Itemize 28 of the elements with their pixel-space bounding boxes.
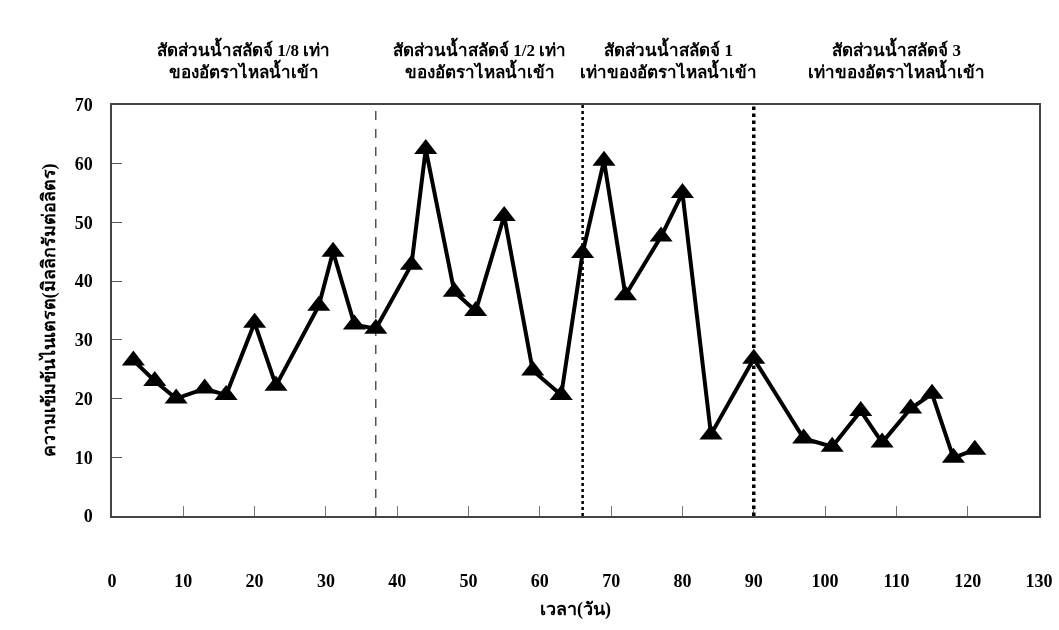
- x-tick-label: 10: [174, 571, 193, 592]
- x-tick-label: 0: [107, 571, 117, 592]
- text: สัดส่วนน้ำสลัดจ์ 3 เท่าของอัตราไหลน้ำเข้า: [808, 37, 985, 83]
- text: สัดส่วนน้ำสลัดจ์ 1/2 เท่า ของอัตราไหลน้ำเข้า: [393, 37, 567, 83]
- x-tick-label: 80: [673, 571, 692, 592]
- y-tick-label: 20: [74, 388, 93, 409]
- x-tick-label: 70: [602, 571, 621, 592]
- x-tick-label: 50: [459, 571, 478, 592]
- y-tick-label: 60: [74, 154, 93, 175]
- x-axis-title: เวลา(วัน): [540, 598, 611, 620]
- x-tick-label: 30: [316, 571, 335, 592]
- x-tick-label: 20: [245, 571, 264, 592]
- x-tick-label: 110: [883, 571, 910, 592]
- y-tick-label: 30: [74, 330, 93, 351]
- text: สัดส่วนน้ำสลัดจ์ 1 เท่าของอัตราไหลน้ำเข้า: [580, 37, 757, 83]
- y-axis-title: ความเข้มข้นไนเตรต(มิลลิกรัมต่อลิตร): [38, 163, 61, 458]
- x-tick-label: 130: [1025, 571, 1053, 592]
- y-tick-label: 10: [74, 447, 93, 468]
- x-tick-label: 40: [388, 571, 407, 592]
- x-tick-label: 120: [954, 571, 982, 592]
- y-tick-label: 40: [74, 271, 93, 292]
- x-tick-label: 60: [530, 571, 549, 592]
- text: สัดส่วนน้ำสลัดจ์ 1/8 เท่า ของอัตราไหลน้ำเข้า: [157, 37, 331, 83]
- y-tick-label: 0: [83, 506, 93, 527]
- x-tick-label: 100: [811, 571, 839, 592]
- x-tick-label: 90: [744, 571, 763, 592]
- y-tick-label: 50: [74, 212, 93, 233]
- y-tick-label: 70: [74, 95, 93, 116]
